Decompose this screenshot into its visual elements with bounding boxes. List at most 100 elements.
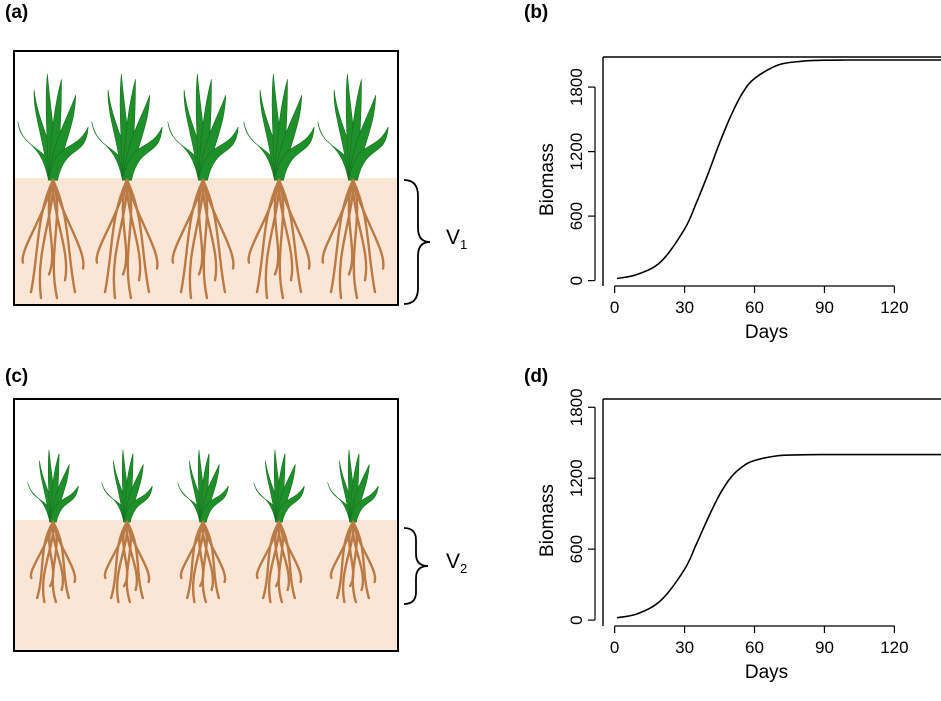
plant-illustration-c — [13, 398, 399, 652]
root-system-icon — [21, 178, 85, 300]
x-tick-label: 0 — [610, 638, 619, 657]
grass-plant-icon — [243, 73, 315, 181]
root-strand — [277, 520, 297, 600]
x-tick-label: 60 — [745, 638, 764, 657]
series-line — [616, 453, 941, 619]
root-strand — [179, 520, 205, 580]
y-tick-label: 0 — [567, 276, 586, 285]
x-tick-label: 0 — [610, 298, 619, 317]
grass-plant-icon — [91, 73, 163, 181]
root-strand — [201, 178, 227, 294]
grass-plant-icon — [101, 449, 153, 523]
root-strand — [125, 520, 139, 592]
root-strand — [277, 178, 311, 270]
leaf-blade — [123, 485, 153, 523]
x-tick-label: 90 — [815, 298, 834, 317]
leaf-blade — [48, 126, 89, 181]
root-strand — [125, 178, 159, 270]
panel-label-d: (d) — [524, 366, 549, 387]
volume-subscript: 1 — [460, 237, 468, 253]
root-strand — [51, 178, 77, 294]
y-tick-label: 0 — [567, 615, 586, 624]
root-system-icon — [103, 520, 151, 604]
y-tick-label: 1200 — [567, 133, 586, 171]
x-tick-label: 120 — [880, 298, 908, 317]
root-system-icon — [179, 520, 227, 604]
root-strand — [125, 178, 151, 294]
root-system-icon — [329, 520, 377, 604]
x-axis-label: Days — [745, 662, 788, 683]
root-strand — [321, 178, 355, 264]
root-strand — [351, 178, 368, 282]
plants-c — [27, 449, 379, 604]
y-tick-label: 600 — [567, 535, 586, 563]
volume-letter: V — [446, 226, 461, 249]
root-strand — [103, 520, 129, 580]
grass-plant-icon — [177, 449, 229, 523]
root-strand — [51, 520, 65, 592]
panel-label-c: (c) — [5, 366, 29, 387]
root-system-icon — [171, 178, 235, 300]
volume-subscript: 2 — [460, 561, 468, 577]
leaf-blade — [275, 485, 305, 523]
root-strand — [351, 178, 377, 294]
grass-plant-icon — [317, 73, 389, 181]
y-tick-label: 1800 — [567, 68, 586, 106]
plant-illustration-a — [13, 50, 399, 306]
leaf-blade — [274, 126, 315, 181]
grass-plant-icon — [167, 73, 239, 181]
root-strand — [329, 178, 355, 294]
root-strand — [277, 178, 294, 282]
curly-brace-icon — [403, 179, 431, 305]
root-system-icon — [247, 178, 311, 300]
y-axis-label: Biomass — [537, 143, 558, 216]
plants-a — [17, 73, 389, 300]
root-strand — [125, 520, 151, 584]
y-tick-label: 600 — [567, 202, 586, 230]
panel-label-a: (a) — [5, 2, 29, 23]
grass-plant-icon — [327, 449, 379, 523]
curly-brace-icon — [403, 527, 429, 605]
root-strand — [201, 520, 221, 600]
root-strand — [247, 178, 281, 264]
root-strand — [277, 520, 291, 592]
root-system-icon — [321, 178, 385, 300]
panel-label-b: (b) — [524, 2, 549, 23]
leaf-blade — [199, 485, 229, 523]
root-strand — [255, 178, 281, 294]
root-strand — [171, 178, 205, 264]
x-tick-label: 30 — [675, 638, 694, 657]
root-strand — [351, 178, 385, 270]
root-strand — [277, 178, 303, 294]
leaf-blade — [349, 485, 379, 523]
root-strand — [95, 178, 129, 264]
root-strand — [179, 178, 205, 294]
leaf-blade — [198, 126, 239, 181]
root-strand — [201, 178, 235, 270]
volume-label-v1: V1 — [446, 226, 467, 252]
root-strand — [125, 178, 142, 282]
x-tick-label: 60 — [745, 298, 764, 317]
x-tick-label: 120 — [880, 638, 908, 657]
root-strand — [277, 520, 303, 584]
leaf-blade — [122, 126, 163, 181]
grass-plant-icon — [27, 449, 79, 523]
root-strand — [201, 520, 227, 584]
root-strand — [201, 520, 215, 592]
root-strand — [51, 520, 77, 584]
leaf-blade — [348, 126, 389, 181]
root-system-icon — [255, 520, 303, 604]
root-strand — [103, 178, 129, 294]
root-strand — [51, 178, 68, 282]
volume-letter: V — [446, 550, 461, 573]
root-strand — [351, 520, 371, 600]
x-tick-label: 30 — [675, 298, 694, 317]
root-strand — [29, 520, 55, 580]
y-tick-label: 1200 — [567, 459, 586, 497]
root-strand — [329, 520, 355, 580]
root-system-icon — [29, 520, 77, 604]
series-line — [616, 59, 941, 280]
y-axis-label: Biomass — [537, 484, 558, 557]
